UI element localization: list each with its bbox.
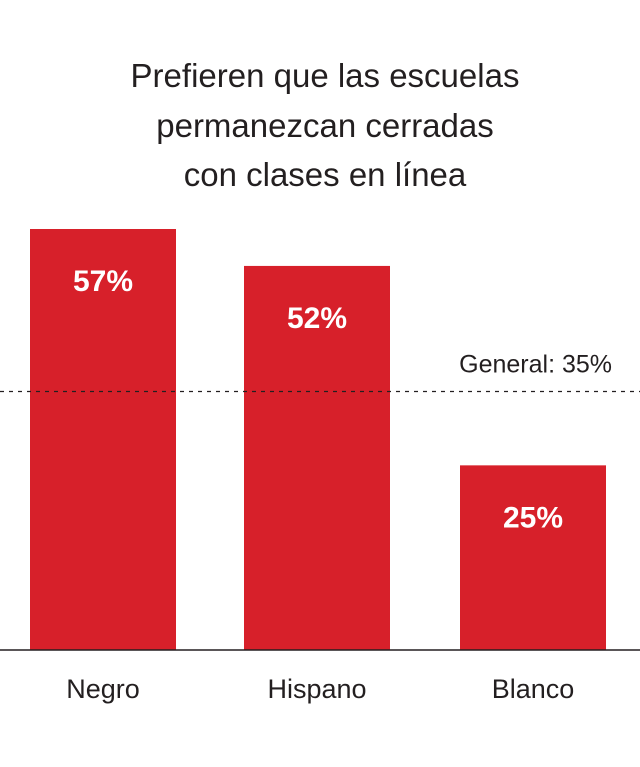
bar-negro (30, 229, 176, 650)
category-labels: Negro Hispano Blanco (66, 674, 574, 704)
category-label-hispano: Hispano (267, 674, 366, 704)
category-label-negro: Negro (66, 674, 140, 704)
title-line-2: permanezcan cerradas (156, 107, 494, 144)
bar-hispano (244, 265, 390, 650)
reference-label: General: 35% (459, 350, 612, 378)
title-line-1: Prefieren que las escuelas (131, 57, 520, 94)
chart-title: Prefieren que las escuelas permanezcan c… (131, 57, 520, 193)
bar-value-label: 57% (73, 265, 133, 298)
bar-blanco (460, 465, 606, 650)
bar-value-label: 25% (503, 501, 563, 534)
bars-group: 57% 52% 25% (30, 229, 606, 650)
bar-value-label: 52% (287, 302, 347, 335)
title-line-3: con clases en línea (184, 156, 467, 193)
category-label-blanco: Blanco (492, 674, 575, 704)
